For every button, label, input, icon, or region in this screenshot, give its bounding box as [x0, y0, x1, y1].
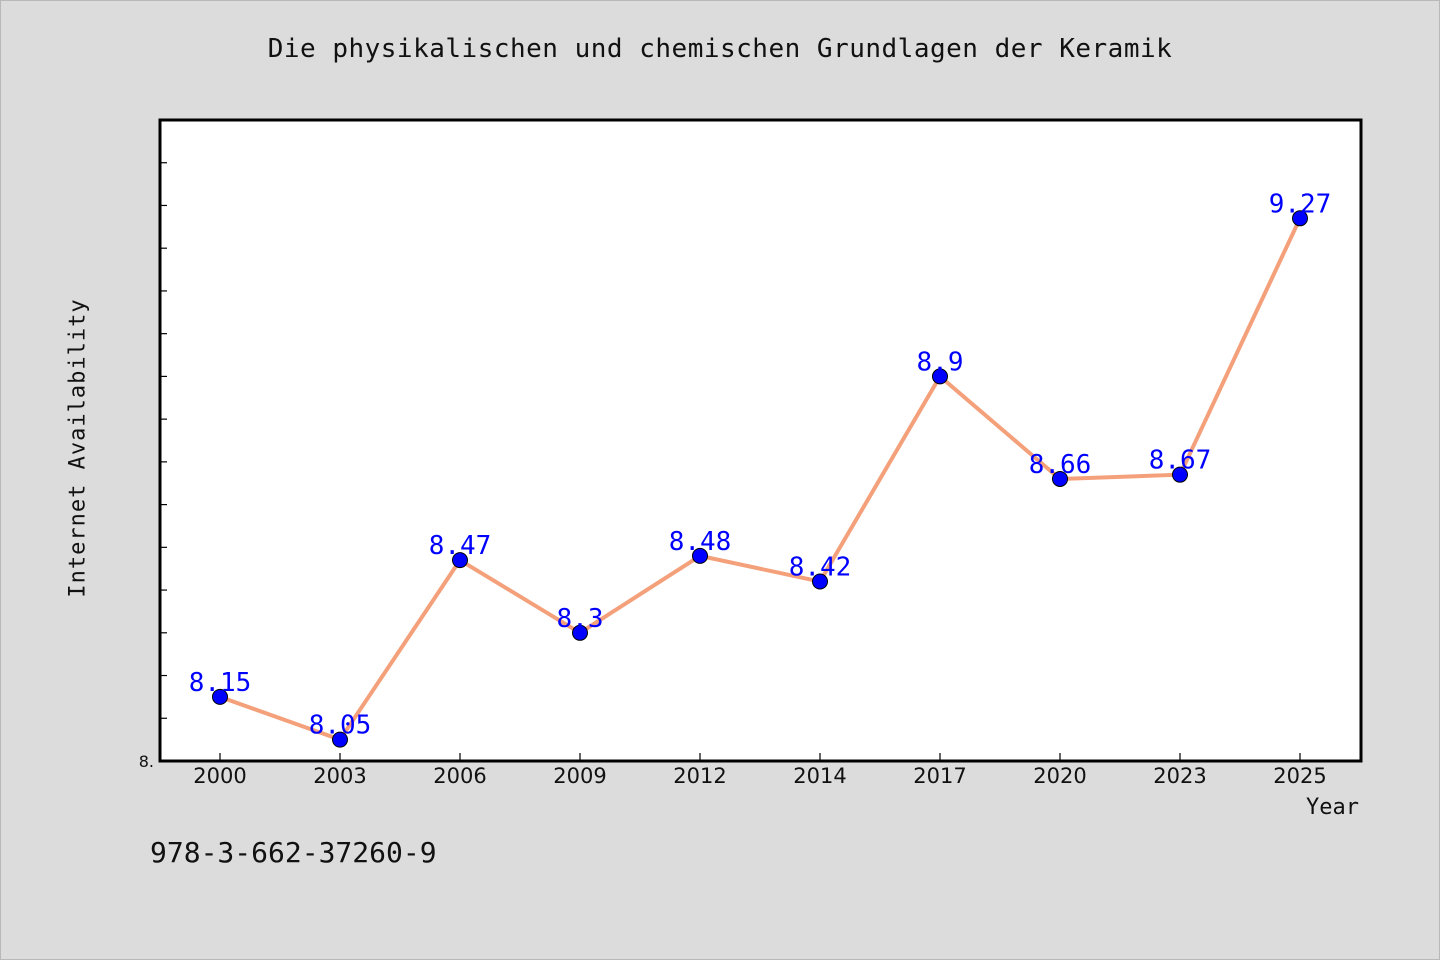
- data-label: 8.67: [1149, 446, 1212, 476]
- data-point: [1172, 466, 1188, 483]
- plot-area: [158, 118, 1363, 763]
- data-label: 9.27: [1269, 189, 1332, 219]
- series-line: [219, 217, 1302, 742]
- x-tick-label: 2009: [553, 764, 606, 788]
- data-label: 8.05: [309, 711, 372, 741]
- data-label: 8.42: [789, 553, 852, 583]
- data-point: [572, 624, 588, 641]
- data-point: [212, 688, 228, 705]
- isbn-footer: 978-3-662-37260-9: [150, 836, 437, 869]
- x-tick-label: 2017: [913, 764, 966, 788]
- data-label: 8.3: [557, 604, 604, 634]
- data-point: [1052, 470, 1068, 487]
- x-tick-label: 2020: [1033, 764, 1086, 788]
- data-point: [692, 547, 708, 564]
- data-label: 8.48: [669, 527, 732, 557]
- x-tick-label: 2003: [313, 764, 366, 788]
- x-tick-label: 2006: [433, 764, 486, 788]
- x-axis-label: Year: [1306, 795, 1359, 820]
- data-point: [332, 731, 348, 748]
- data-point: [1292, 210, 1308, 227]
- x-tick-label: 2025: [1273, 764, 1326, 788]
- data-point: [932, 368, 948, 385]
- data-label: 8.15: [189, 668, 252, 698]
- data-label: 8.9: [917, 347, 964, 377]
- data-point: [812, 573, 828, 590]
- y-tick-label: 8.: [139, 752, 154, 771]
- data-point: [452, 552, 468, 569]
- chart-title: Die physikalischen und chemischen Grundl…: [267, 34, 1173, 64]
- x-tick-label: 2012: [673, 764, 726, 788]
- x-tick-label: 2000: [193, 764, 246, 788]
- x-tick-label: 2014: [793, 764, 846, 788]
- data-label: 8.66: [1029, 450, 1092, 480]
- x-tick-label: 2023: [1153, 764, 1206, 788]
- data-label: 8.47: [429, 531, 492, 561]
